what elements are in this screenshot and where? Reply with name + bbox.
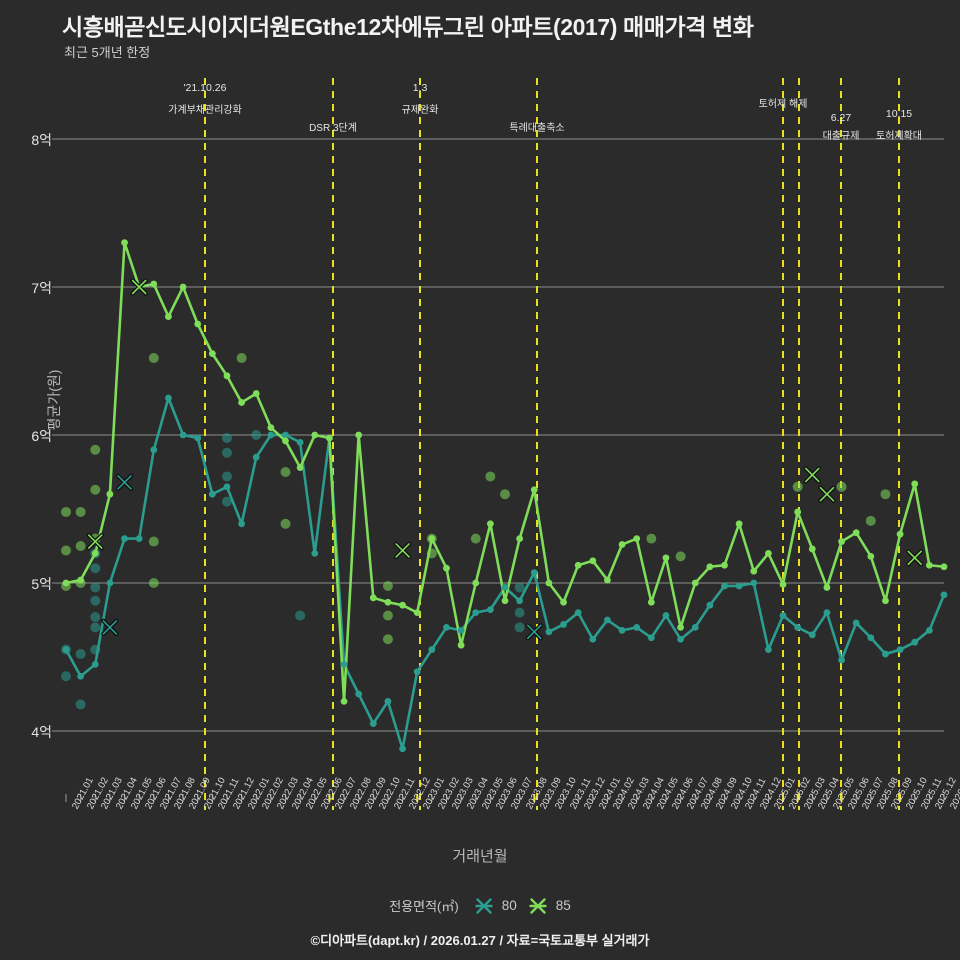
event-date-label: 1.3: [412, 82, 428, 94]
event-name-label: 토허제 해제: [758, 99, 808, 110]
event-lines: [204, 78, 900, 810]
event-name-label: 가계부채관리강화: [168, 105, 242, 116]
chart-legend: 전용면적(㎡) 80 85: [0, 896, 960, 915]
legend-marker-80-icon: [475, 897, 493, 914]
event-name-label: 토허제확대: [876, 131, 922, 142]
event-name-label: DSR 3단계: [309, 123, 357, 134]
event-date-label: 6.27: [830, 112, 852, 124]
event-name-label: 규제완화: [401, 105, 439, 116]
y-tick-label: 6억: [31, 428, 52, 444]
y-tick-label: 5억: [31, 576, 52, 592]
y-tick-label: 7억: [31, 280, 52, 296]
legend-label-85: 85: [555, 898, 571, 913]
gridlines: [52, 138, 944, 732]
event-name-label: 특례대출축소: [509, 123, 565, 134]
event-date-label: '21.10.26: [183, 82, 227, 94]
page-title: 시흥배곧신도시이지더원EGthe12차에듀그린 아파트(2017) 매매가격 변…: [62, 14, 754, 40]
x-markers: [86, 278, 924, 641]
y-axis-title: 평균가(원): [46, 369, 62, 431]
legend-title: 전용면적(㎡): [389, 899, 459, 914]
legend-label-80: 80: [501, 898, 517, 913]
footer-credit: ©디아파트(dapt.kr) / 2026.01.27 / 자료=국토교통부 실…: [310, 933, 650, 948]
x-axis-title: 거래년월: [452, 848, 508, 865]
page-subtitle: 최근 5개년 한정: [64, 45, 151, 60]
scatter-points: [61, 353, 891, 710]
legend-marker-85-icon: [529, 897, 547, 914]
legend-item-85[interactable]: 85: [527, 897, 571, 914]
legend-item-80[interactable]: 80: [473, 897, 517, 914]
event-date-label: 10.15: [885, 108, 913, 120]
series-markers: [62, 239, 948, 753]
x-tick-marks: [65, 794, 945, 802]
event-name-label: 대출규제: [822, 131, 860, 142]
y-tick-label: 8억: [31, 132, 52, 148]
y-tick-label: 4억: [31, 724, 52, 740]
